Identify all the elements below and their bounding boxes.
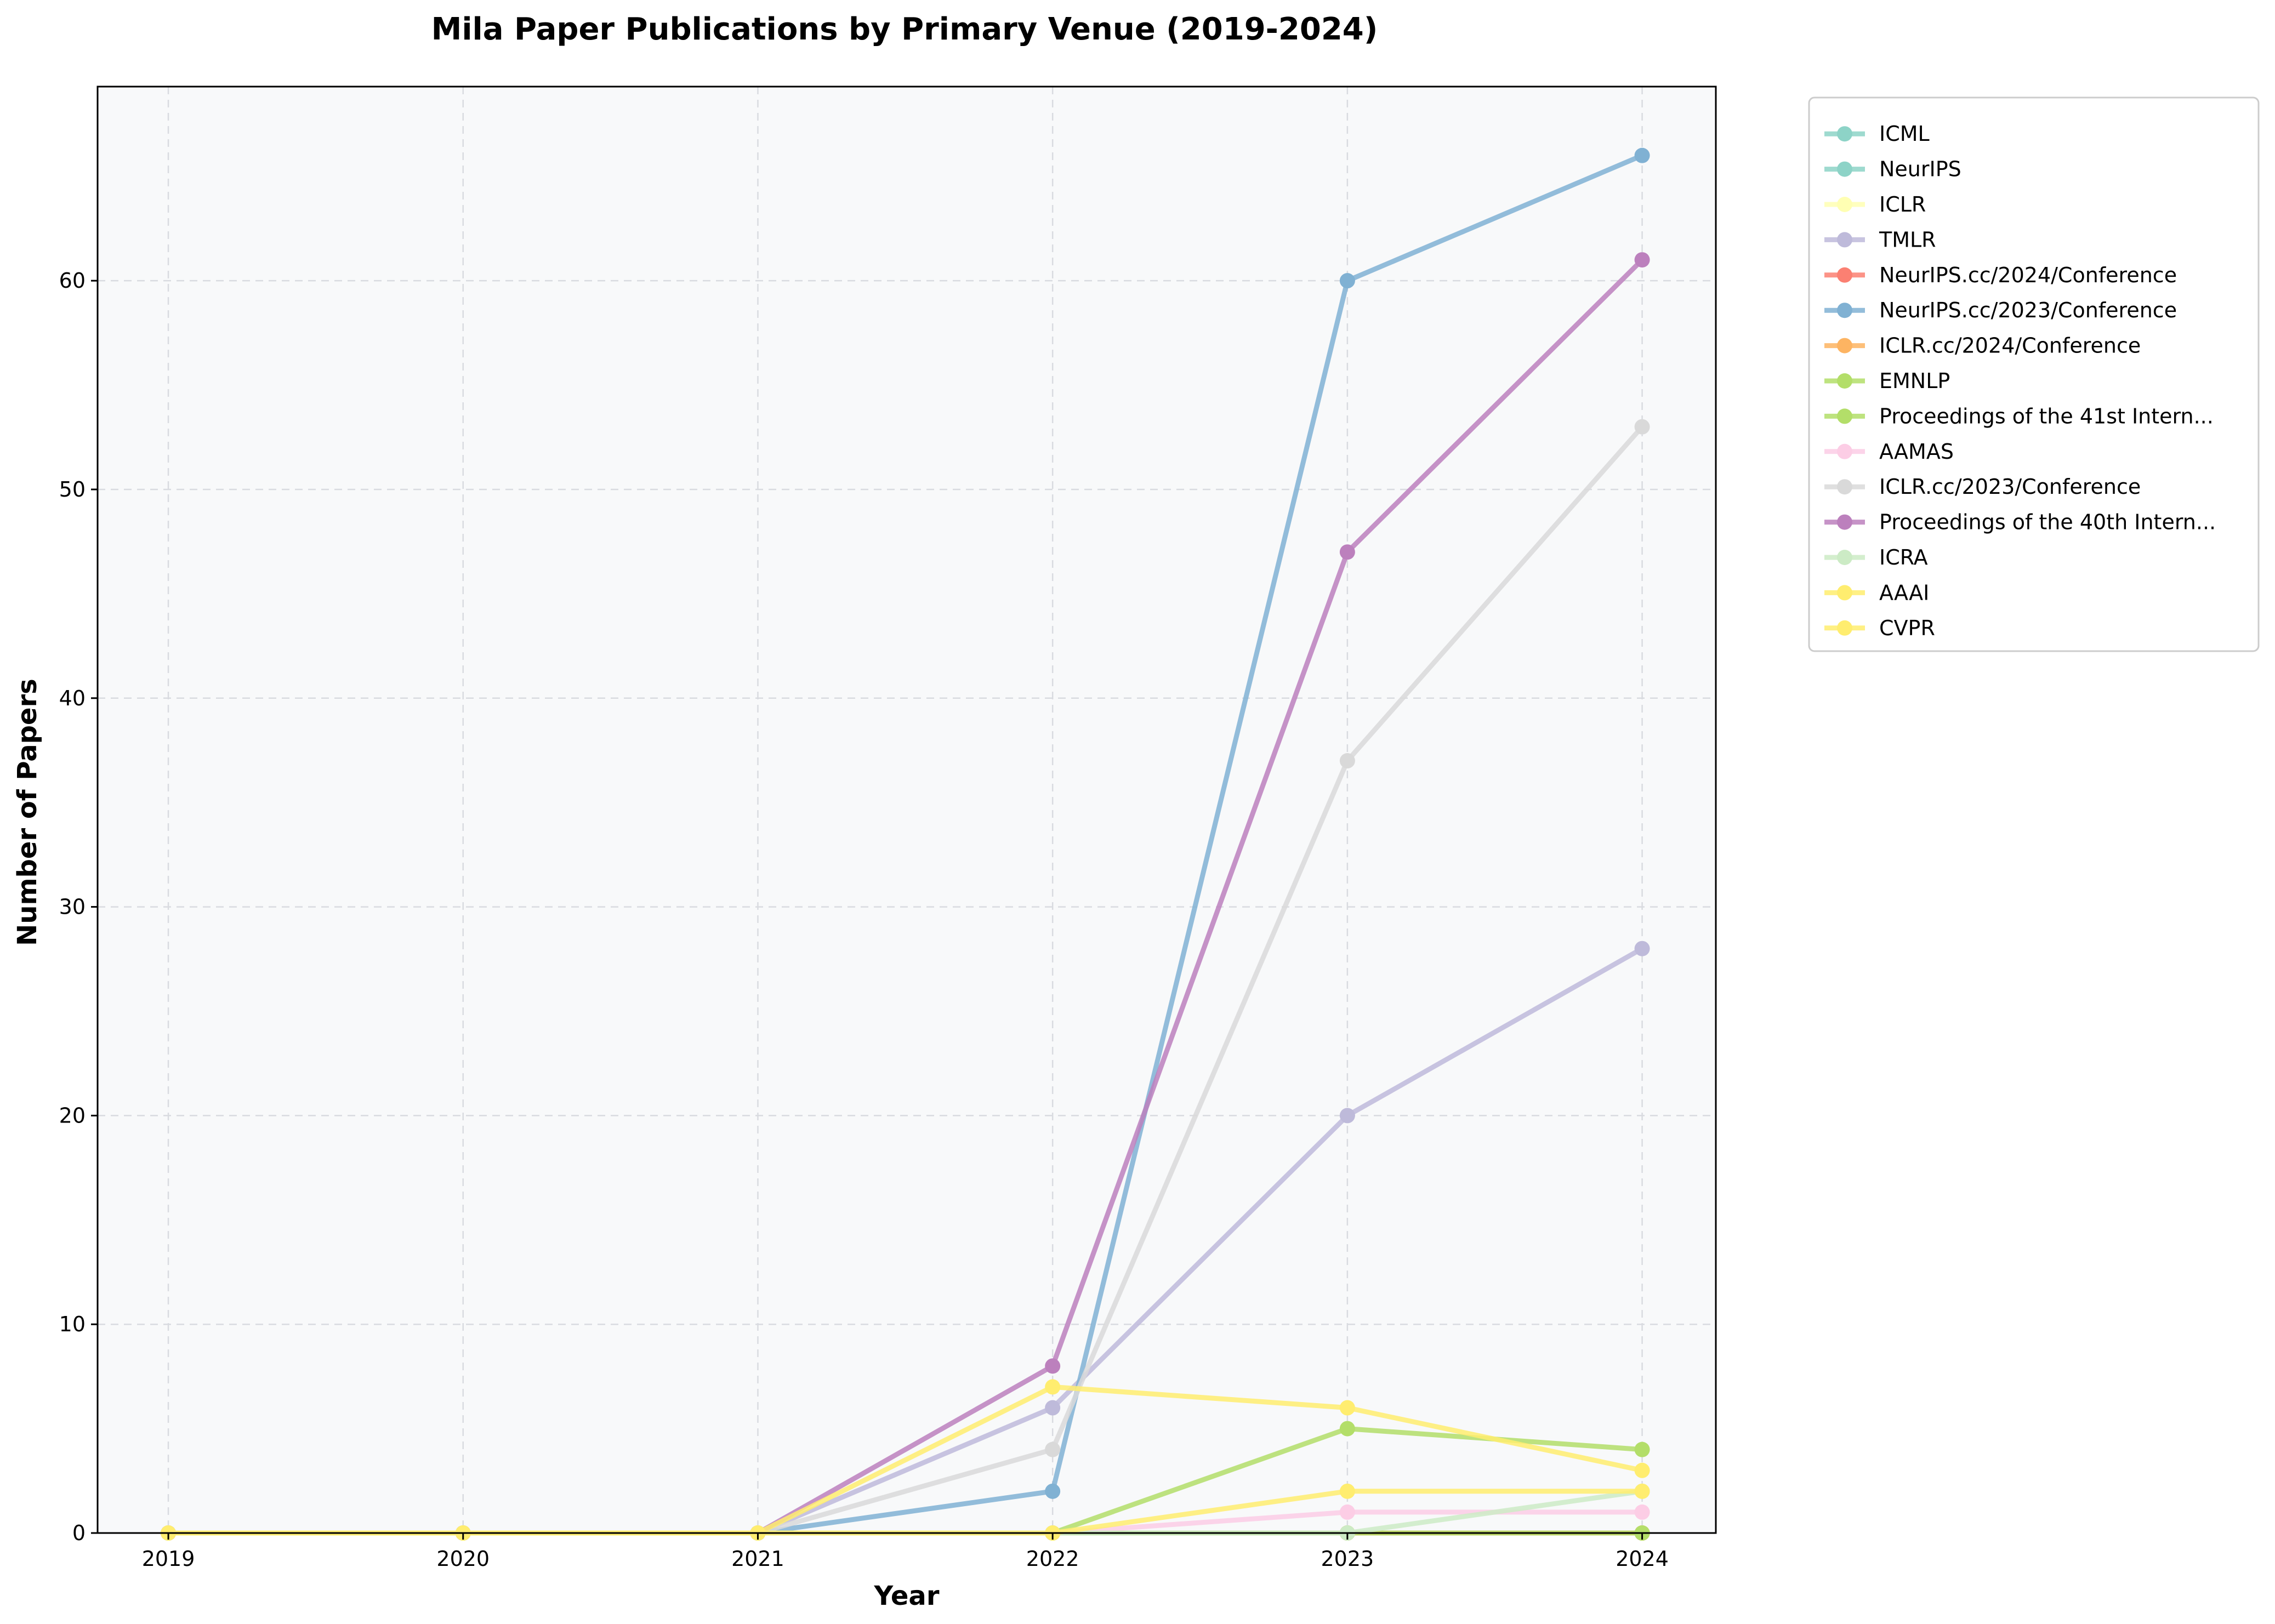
data-point bbox=[1634, 147, 1650, 163]
legend-label: ICLR.cc/2023/Conference bbox=[1879, 475, 2141, 499]
data-point bbox=[1634, 419, 1650, 435]
data-point bbox=[1634, 252, 1650, 268]
legend-item: AAAI bbox=[1824, 580, 1929, 605]
chart-title: Mila Paper Publications by Primary Venue… bbox=[431, 12, 1378, 47]
data-point bbox=[1339, 1108, 1355, 1124]
legend-marker bbox=[1837, 197, 1852, 212]
legend-marker bbox=[1837, 232, 1852, 248]
y-tick-label: 60 bbox=[59, 269, 86, 293]
legend-label: NeurIPS.cc/2023/Conference bbox=[1879, 298, 2177, 322]
y-tick-label: 10 bbox=[59, 1312, 86, 1336]
plot-area bbox=[98, 87, 1716, 1533]
legend-label: EMNLP bbox=[1879, 369, 1950, 393]
legend-item: AAMAS bbox=[1824, 440, 1954, 464]
legend-item: Proceedings of the 41st Intern... bbox=[1824, 404, 2214, 428]
legend-marker bbox=[1837, 620, 1852, 636]
data-point bbox=[1339, 1483, 1355, 1499]
data-point bbox=[1634, 1462, 1650, 1478]
axis-ticks: 2019 2020 2021 2022 2023 2024 0 10 20 30 40 50 60 bbox=[59, 269, 1669, 1571]
legend-label: TMLR bbox=[1879, 227, 1936, 252]
y-tick-label: 50 bbox=[59, 477, 86, 502]
legend-item: NeurIPS.cc/2023/Conference bbox=[1824, 298, 2177, 322]
data-point bbox=[1634, 1483, 1650, 1499]
legend-marker bbox=[1837, 126, 1852, 142]
legend-item: CVPR bbox=[1824, 616, 1935, 640]
legend-label: ICRA bbox=[1879, 545, 1928, 569]
data-point bbox=[1339, 1421, 1355, 1437]
legend-label: ICLR bbox=[1879, 192, 1926, 216]
data-point bbox=[1045, 1483, 1061, 1499]
legend-item: ICRA bbox=[1824, 545, 1928, 569]
legend-label: Proceedings of the 41st Intern... bbox=[1879, 404, 2214, 428]
x-tick-label: 2024 bbox=[1616, 1547, 1669, 1571]
data-point bbox=[1634, 1441, 1650, 1457]
data-point bbox=[1339, 544, 1355, 560]
legend-item: ICLR.cc/2023/Conference bbox=[1824, 475, 2141, 499]
legend-item: TMLR bbox=[1824, 227, 1936, 252]
data-point bbox=[1339, 1400, 1355, 1416]
data-point bbox=[1339, 273, 1355, 289]
legend-label: AAAI bbox=[1879, 580, 1929, 605]
legend-label: CVPR bbox=[1879, 616, 1935, 640]
legend-marker bbox=[1837, 550, 1852, 565]
y-tick-label: 0 bbox=[72, 1521, 86, 1545]
data-point bbox=[1634, 941, 1650, 956]
data-point bbox=[1339, 1504, 1355, 1520]
plot-frame bbox=[96, 86, 1717, 1534]
legend-item: NeurIPS.cc/2024/Conference bbox=[1824, 263, 2177, 287]
legend-marker bbox=[1837, 267, 1852, 283]
data-point bbox=[1045, 1400, 1061, 1416]
y-tick-label: 20 bbox=[59, 1103, 86, 1127]
legend: ICML NeurIPS ICLR TMLR NeurIPS.cc/2024/Confe… bbox=[1808, 96, 2260, 652]
legend-marker bbox=[1837, 443, 1852, 459]
legend-item: EMNLP bbox=[1824, 369, 1950, 393]
x-tick-label: 2023 bbox=[1321, 1547, 1374, 1571]
legend-marker bbox=[1837, 338, 1852, 354]
legend-item: ICLR.cc/2024/Conference bbox=[1824, 334, 2141, 358]
legend-marker bbox=[1837, 514, 1852, 530]
legend-marker bbox=[1837, 303, 1852, 318]
x-tick-label: 2022 bbox=[1026, 1547, 1079, 1571]
data-point bbox=[1339, 753, 1355, 769]
legend-label: NeurIPS.cc/2024/Conference bbox=[1879, 263, 2177, 287]
legend-label: Proceedings of the 40th Intern... bbox=[1879, 510, 2216, 534]
data-point bbox=[1634, 1504, 1650, 1520]
legend-box bbox=[1808, 96, 2260, 652]
y-tick-label: 30 bbox=[59, 895, 86, 919]
x-axis-label: Year bbox=[874, 1581, 940, 1611]
legend-label: NeurIPS bbox=[1879, 157, 1961, 181]
legend-marker bbox=[1837, 585, 1852, 601]
legend-item: Proceedings of the 40th Intern... bbox=[1824, 510, 2216, 534]
legend-item: ICML bbox=[1824, 122, 1930, 146]
x-tick-label: 2019 bbox=[142, 1547, 195, 1571]
legend-marker bbox=[1837, 408, 1852, 424]
data-point bbox=[1045, 1358, 1061, 1374]
legend-marker bbox=[1837, 373, 1852, 389]
legend-marker bbox=[1837, 161, 1852, 177]
legend-label: AAMAS bbox=[1879, 440, 1954, 464]
data-point bbox=[1045, 1441, 1061, 1457]
y-tick-label: 40 bbox=[59, 686, 86, 710]
legend-label: ICML bbox=[1879, 122, 1930, 146]
legend-item: ICLR bbox=[1824, 192, 1926, 216]
x-tick-label: 2021 bbox=[731, 1547, 784, 1571]
data-point bbox=[1045, 1379, 1061, 1395]
legend-marker bbox=[1837, 479, 1852, 495]
legend-item: NeurIPS bbox=[1824, 157, 1961, 181]
legend-label: ICLR.cc/2024/Conference bbox=[1879, 334, 2141, 358]
y-axis-label: Number of Papers bbox=[12, 679, 43, 946]
x-tick-label: 2020 bbox=[436, 1547, 490, 1571]
